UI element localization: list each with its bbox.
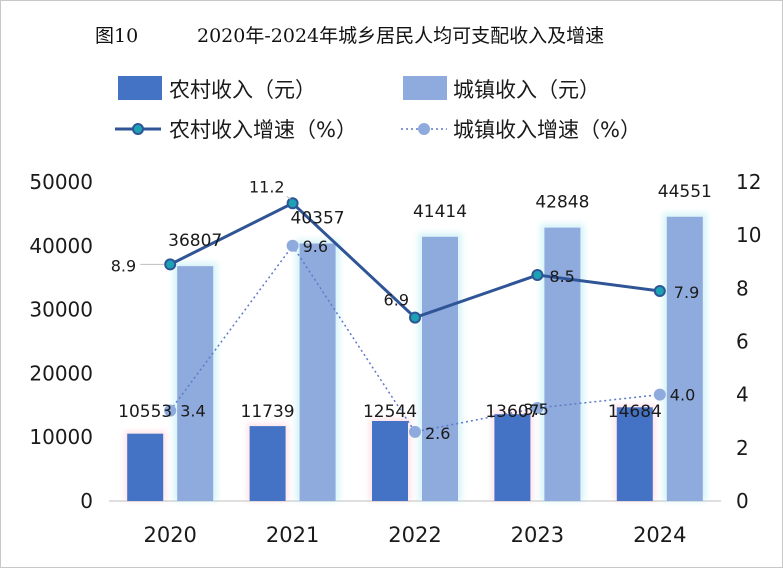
bars — [124, 212, 707, 501]
point-rural-rate — [286, 197, 299, 210]
legend-marker-urban-rate — [418, 123, 430, 135]
point-rural-rate — [409, 311, 421, 324]
legend-marker-rural-rate — [132, 123, 144, 135]
bar-label-rural-income: 11739 — [241, 402, 295, 422]
point-urban-rate — [653, 388, 666, 401]
bar-label-urban-income: 41414 — [413, 202, 467, 222]
point-urban-rate — [164, 404, 177, 417]
x-tick-label: 2024 — [633, 523, 686, 547]
x-tick-label: 2020 — [143, 523, 196, 547]
bar-label-rural-income: 12544 — [363, 402, 417, 422]
chart-title-prefix: 图10 — [95, 25, 138, 47]
right-tick-label: 2 — [736, 436, 749, 460]
legend: 农村收入（元） 城镇收入（元） 农村收入增速（%） 城镇收入增速（%） — [115, 76, 641, 142]
x-tick-label: 2021 — [266, 523, 319, 547]
left-tick-label: 50000 — [29, 170, 93, 194]
leader-line — [286, 195, 291, 200]
legend-label-urban-income: 城镇收入（元） — [453, 78, 600, 102]
left-tick-label: 0 — [80, 489, 93, 513]
bar-rural-income — [616, 407, 653, 501]
rate-label-urban: 2.6 — [425, 424, 450, 443]
legend-swatch-urban-income — [403, 76, 447, 100]
rate-label-rural: 11.2 — [249, 177, 285, 196]
rate-label-urban: 3.5 — [523, 400, 548, 419]
bar-label-urban-income: 42848 — [535, 193, 589, 213]
left-tick-label: 10000 — [29, 425, 93, 449]
bar-rural-income — [372, 420, 408, 501]
chart-title: 2020年-2024年城乡居民人均可支配收入及增速 — [197, 25, 604, 47]
right-tick-label: 6 — [736, 330, 749, 354]
x-axis: 2020 2021 2022 2023 2024 — [109, 500, 721, 547]
rate-label-urban: 4.0 — [670, 386, 695, 405]
x-tick-label: 2023 — [511, 523, 564, 547]
legend-label-rural-income: 农村收入（元） — [169, 78, 316, 102]
bar-label-rural-income: 13607 — [485, 402, 539, 422]
left-tick-label: 40000 — [29, 234, 93, 258]
data-labels: 10553 11739 12544 13607 14684 36807 40357 41414… — [111, 177, 712, 443]
bar-label-urban-income: 36807 — [168, 231, 222, 251]
rate-label-urban: 9.6 — [303, 237, 328, 256]
left-axis: 0 10000 20000 30000 40000 50000 — [29, 170, 93, 513]
rate-label-rural: 8.5 — [549, 267, 574, 286]
bar-urban-income — [422, 236, 458, 501]
point-rural-rate — [531, 269, 544, 282]
rate-lines — [164, 197, 666, 438]
bar-label-rural-income: 14684 — [608, 402, 662, 422]
bar-label-urban-income: 40357 — [291, 209, 345, 229]
rate-label-rural: 6.9 — [384, 291, 409, 310]
right-axis: 0 2 4 6 8 10 12 — [736, 170, 761, 513]
legend-swatch-rural-income — [118, 76, 162, 100]
bar-urban-income — [299, 243, 336, 501]
line-urban-rate — [169, 244, 660, 433]
chart: 图10 2020年-2024年城乡居民人均可支配收入及增速 农村收入（元） 城镇… — [29, 25, 761, 547]
legend-label-rural-rate: 农村收入增速（%） — [169, 118, 357, 142]
x-tick-label: 2022 — [388, 523, 441, 547]
right-tick-label: 12 — [736, 170, 761, 194]
right-tick-label: 8 — [736, 276, 749, 300]
bar-urban-income — [544, 227, 581, 501]
rate-label-rural: 8.9 — [111, 256, 136, 275]
bar-urban-income — [177, 266, 214, 501]
right-tick-label: 10 — [736, 223, 761, 247]
rate-label-urban: 3.4 — [180, 402, 205, 421]
point-urban-rate — [531, 401, 544, 414]
bar-label-urban-income: 44551 — [658, 182, 712, 202]
bar-urban-income — [666, 216, 703, 501]
bar-label-rural-income: 10553 — [118, 402, 172, 422]
point-urban-rate — [409, 425, 421, 438]
chart-frame: 图10 2020年-2024年城乡居民人均可支配收入及增速 农村收入（元） 城镇… — [0, 0, 783, 568]
bar-rural-income — [494, 414, 531, 501]
rate-label-rural: 7.9 — [674, 283, 699, 302]
left-tick-label: 20000 — [29, 361, 93, 385]
right-tick-label: 0 — [736, 489, 749, 513]
point-urban-rate — [286, 239, 299, 252]
point-rural-rate — [164, 258, 177, 271]
right-tick-label: 4 — [736, 383, 749, 407]
legend-label-urban-rate: 城镇收入增速（%） — [453, 118, 641, 142]
bar-rural-income — [249, 426, 286, 501]
bar-rural-income — [127, 433, 164, 501]
left-tick-label: 30000 — [29, 298, 93, 322]
point-rural-rate — [653, 284, 666, 297]
